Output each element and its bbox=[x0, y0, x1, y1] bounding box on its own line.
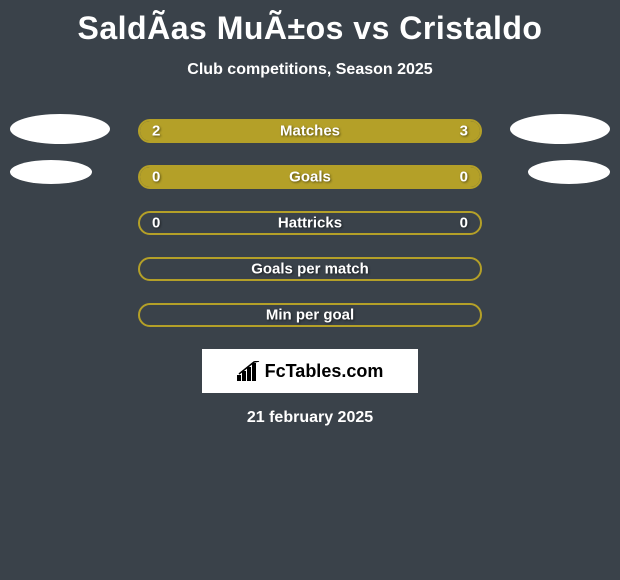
stat-left-value: 0 bbox=[152, 215, 160, 232]
stat-right-value: 0 bbox=[460, 169, 468, 186]
logo-box: FcTables.com bbox=[202, 349, 418, 393]
stat-label: Matches bbox=[140, 123, 480, 140]
stat-row: Hattricks0 0 bbox=[0, 211, 620, 235]
player-left-ellipse bbox=[10, 160, 92, 184]
stat-row: Goals per match bbox=[0, 257, 620, 281]
stat-right-value: 0 bbox=[460, 215, 468, 232]
stat-label: Goals per match bbox=[140, 261, 480, 278]
stat-bar: Goals per match bbox=[138, 257, 482, 281]
stat-label: Hattricks bbox=[140, 215, 480, 232]
stat-row: Matches2 3 bbox=[0, 119, 620, 143]
stat-row: Goals0 0 bbox=[0, 165, 620, 189]
subtitle: Club competitions, Season 2025 bbox=[0, 61, 620, 79]
stat-right-value: 3 bbox=[460, 123, 468, 140]
page-title: SaldÃ­as MuÃ±os vs Cristaldo bbox=[0, 0, 620, 47]
stat-bar: Goals0 0 bbox=[138, 165, 482, 189]
date-label: 21 february 2025 bbox=[0, 409, 620, 427]
stat-row: Min per goal bbox=[0, 303, 620, 327]
stat-label: Goals bbox=[140, 169, 480, 186]
player-right-ellipse bbox=[510, 114, 610, 144]
player-left-ellipse bbox=[10, 114, 110, 144]
stat-left-value: 0 bbox=[152, 169, 160, 186]
bar-chart-icon bbox=[237, 361, 261, 381]
stat-bar: Hattricks0 0 bbox=[138, 211, 482, 235]
logo-text: FcTables.com bbox=[265, 361, 384, 382]
stat-label: Min per goal bbox=[140, 307, 480, 324]
stat-left-value: 2 bbox=[152, 123, 160, 140]
player-right-ellipse bbox=[528, 160, 610, 184]
stat-bar: Matches2 3 bbox=[138, 119, 482, 143]
stats-container: Matches23Goals00Hattricks00Goals per mat… bbox=[0, 119, 620, 327]
stat-bar: Min per goal bbox=[138, 303, 482, 327]
